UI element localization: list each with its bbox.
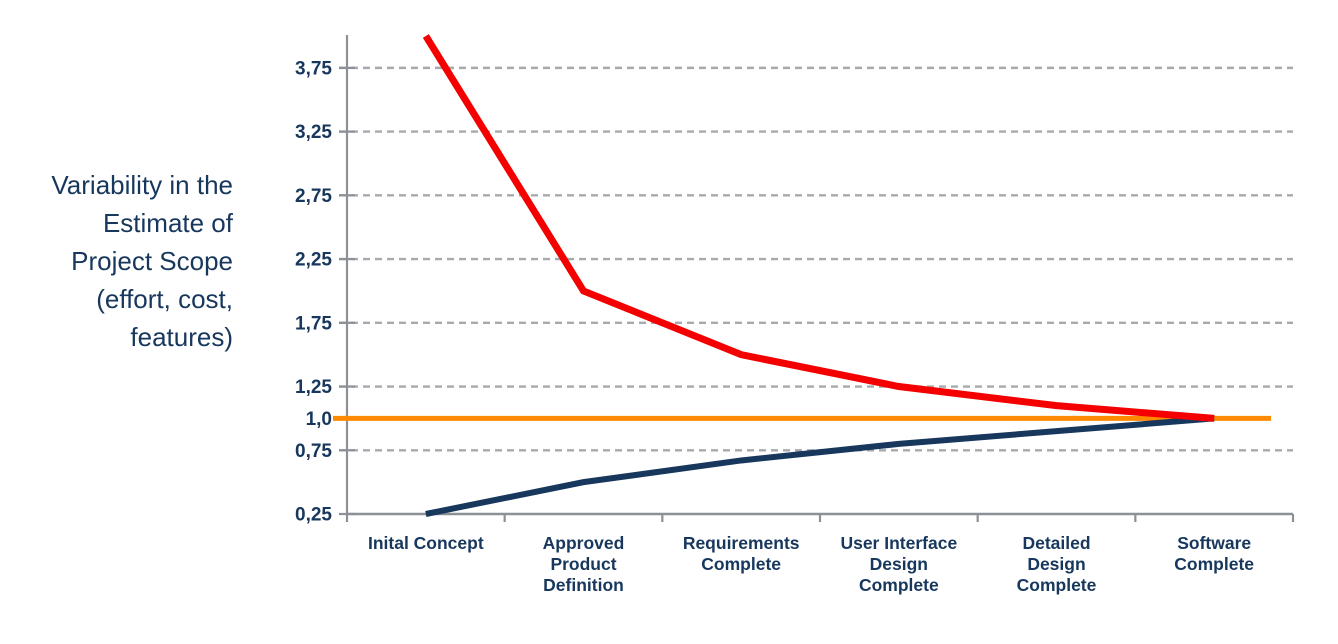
x-axis-category-label: Detailed Design Complete bbox=[1017, 533, 1097, 595]
side-label-line: Variability in the bbox=[51, 170, 233, 200]
y-axis-tick-label: 3,25 bbox=[295, 122, 332, 143]
y-axis-tick-label: 0,75 bbox=[295, 441, 332, 462]
lower-estimate-bound-line bbox=[425, 415, 1215, 517]
side-label-line: features) bbox=[130, 322, 233, 352]
side-label-line: (effort, cost, bbox=[96, 284, 233, 314]
y-axis-tick-label: 2,25 bbox=[295, 250, 332, 271]
y-axis-tick-label: 2,75 bbox=[295, 186, 332, 207]
y-axis-tick-label: 3,75 bbox=[295, 58, 332, 79]
y-axis-tick-label: 1,75 bbox=[295, 313, 332, 334]
y-axis-side-label: Variability in the Estimate of Project S… bbox=[0, 166, 233, 356]
y-axis-tick-label: 1,0 bbox=[306, 409, 332, 430]
side-label-line: Estimate of bbox=[102, 208, 233, 238]
x-axis-category-label: User Interface Design Complete bbox=[840, 533, 957, 595]
y-axis-tick-label: 0,25 bbox=[295, 505, 332, 526]
x-axis-category-label: Inital Concept bbox=[368, 533, 484, 553]
x-axis-category-label: Requirements Complete bbox=[683, 533, 800, 574]
x-axis-category-label: Software Complete bbox=[1174, 533, 1254, 574]
upper-estimate-bound-line bbox=[422, 34, 1215, 422]
side-label-line: Project Scope bbox=[71, 246, 233, 276]
x-axis-category-label: Approved Product Definition bbox=[543, 533, 625, 595]
y-axis-tick-label: 1,25 bbox=[295, 377, 332, 398]
